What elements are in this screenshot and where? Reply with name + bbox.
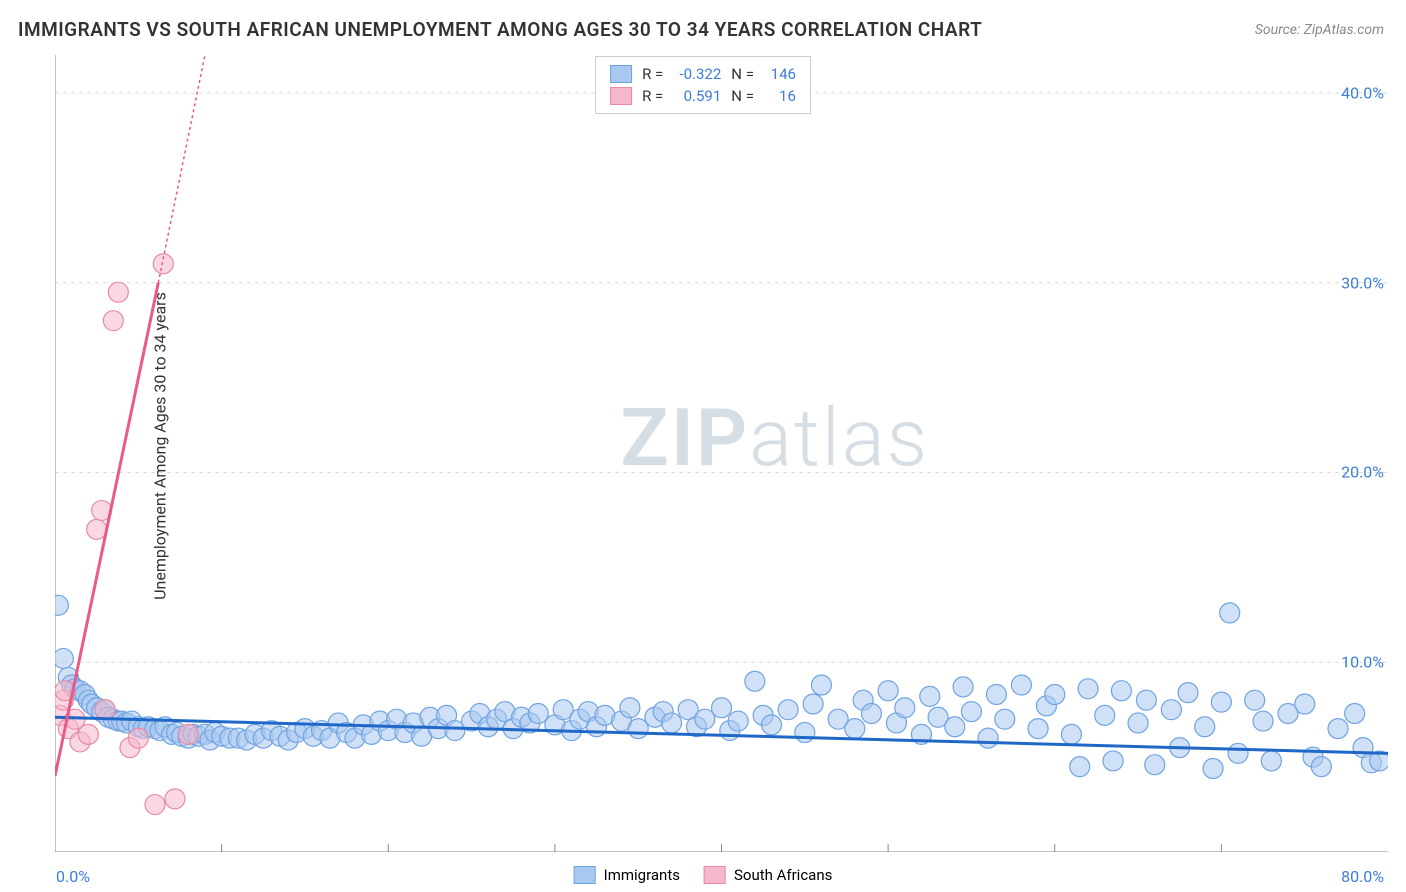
legend-item-immigrants: Immigrants [574,866,680,884]
legend-label-south-africans: South Africans [734,866,832,884]
chart-area: ZIPatlas [55,55,1388,852]
y-axis-tick-label: 30.0% [1341,273,1384,292]
series-legend: Immigrants South Africans [574,866,833,884]
x-axis-max-label: 80.0% [1341,867,1384,886]
n-value-south-africans: 16 [760,85,796,107]
swatch-south-africans [610,87,632,105]
scatter-plot [55,55,1388,852]
y-axis-tick-label: 20.0% [1341,463,1384,482]
swatch-immigrants-icon [574,866,596,884]
x-axis-min-label: 0.0% [56,867,90,886]
r-label: R = [642,63,663,85]
y-axis-tick-label: 40.0% [1341,83,1384,102]
swatch-south-africans-icon [704,866,726,884]
y-axis-tick-label: 10.0% [1341,653,1384,672]
stats-legend: R = -0.322 N = 146 R = 0.591 N = 16 [595,56,811,114]
stats-legend-row-south-africans: R = 0.591 N = 16 [610,85,796,107]
r-value-immigrants: -0.322 [669,63,721,85]
source-attribution: Source: ZipAtlas.com [1255,22,1384,38]
legend-item-south-africans: South Africans [704,866,832,884]
r-value-south-africans: 0.591 [669,85,721,107]
swatch-immigrants [610,65,632,83]
r-label: R = [642,85,663,107]
n-value-immigrants: 146 [760,63,796,85]
chart-title: IMMIGRANTS VS SOUTH AFRICAN UNEMPLOYMENT… [18,18,982,41]
n-label: N = [731,63,754,85]
n-label: N = [731,85,754,107]
stats-legend-row-immigrants: R = -0.322 N = 146 [610,63,796,85]
legend-label-immigrants: Immigrants [604,866,680,884]
